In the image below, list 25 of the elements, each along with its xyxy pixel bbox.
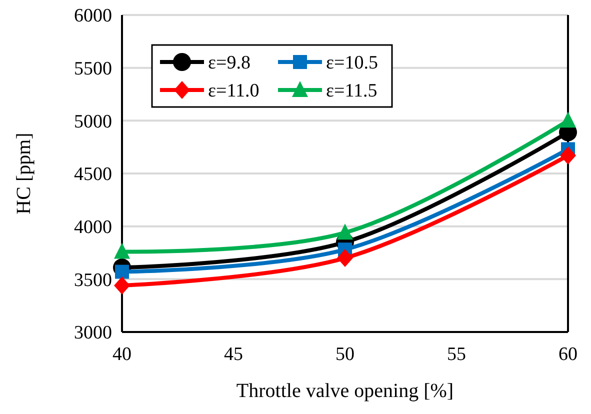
y-axis-title: HC [ppm] [13,132,35,214]
x-axis-title: Throttle valve opening [%] [236,380,454,402]
y-tick-label: 6000 [74,6,112,27]
point [337,249,353,268]
point [114,276,130,295]
legend-label: ε=11.0 [208,80,260,102]
point [560,146,576,165]
point [560,112,576,128]
x-tick-label: 45 [224,344,243,365]
x-tick-label: 60 [558,344,578,365]
y-tick-label: 5000 [74,111,112,132]
legend-label: ε=10.5 [326,52,378,74]
y-tick-label: 4500 [74,164,112,186]
point [114,242,130,259]
x-tick-label: 55 [447,344,466,365]
legend-label: ε=9.8 [208,52,250,74]
x-tick-label: 40 [112,344,132,365]
y-tick-label: 4000 [74,216,112,238]
legend-label: ε=11.5 [326,80,378,102]
point [337,224,353,240]
point [115,264,129,279]
y-tick-label: 3500 [74,270,112,291]
y-tick-label: 5500 [74,58,112,80]
y-tick-label: 3000 [74,322,112,344]
x-tick-label: 50 [336,344,354,365]
